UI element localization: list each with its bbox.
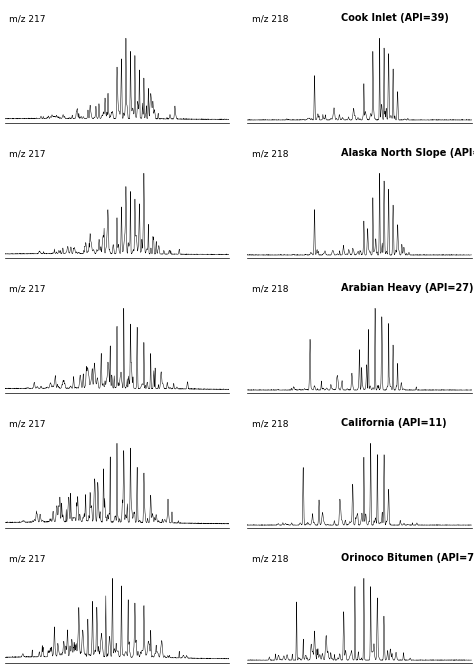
Text: Cook Inlet (API=39): Cook Inlet (API=39): [341, 13, 449, 23]
Text: m/z 217: m/z 217: [9, 14, 46, 23]
Text: m/z 218: m/z 218: [252, 420, 288, 428]
Text: m/z 217: m/z 217: [9, 149, 46, 159]
Text: m/z 218: m/z 218: [252, 14, 288, 23]
Text: m/z 217: m/z 217: [9, 420, 46, 428]
Text: m/z 217: m/z 217: [9, 284, 46, 293]
Text: Alaska North Slope (API=31): Alaska North Slope (API=31): [341, 149, 474, 159]
Text: Arabian Heavy (API=27): Arabian Heavy (API=27): [341, 283, 474, 293]
Text: m/z 218: m/z 218: [252, 149, 288, 159]
Text: m/z 218: m/z 218: [252, 284, 288, 293]
Text: m/z 217: m/z 217: [9, 554, 46, 563]
Text: m/z 218: m/z 218: [252, 554, 288, 563]
Text: Orinoco Bitumen (API=7.7): Orinoco Bitumen (API=7.7): [341, 553, 474, 563]
Text: California (API=11): California (API=11): [341, 418, 447, 428]
